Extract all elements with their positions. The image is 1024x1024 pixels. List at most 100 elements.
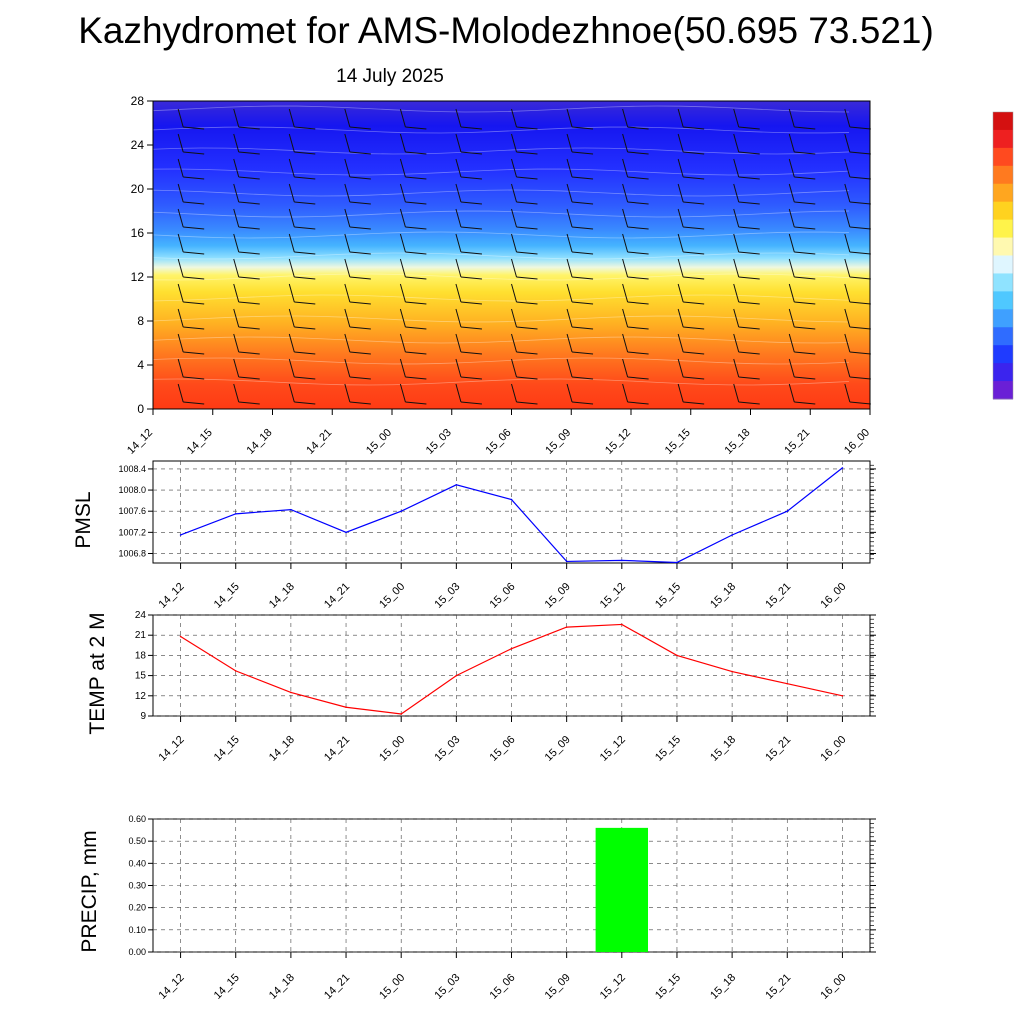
wind-barb xyxy=(405,301,427,305)
wind-barb xyxy=(405,251,427,255)
contour-line xyxy=(152,357,850,365)
x-tick-label: 15_09 xyxy=(543,734,573,764)
wind-barb xyxy=(566,233,573,253)
wind-barb xyxy=(233,283,240,303)
contour-line xyxy=(152,336,850,344)
wind-barb xyxy=(683,251,705,255)
wind-barb xyxy=(233,383,240,403)
x-tick-label: 15_03 xyxy=(432,581,462,611)
wind-barb xyxy=(399,333,406,353)
y-tick-label: 4 xyxy=(137,358,144,372)
wind-barb xyxy=(627,326,649,330)
wind-barb xyxy=(572,176,594,180)
wind-barb xyxy=(399,133,406,153)
wind-barb xyxy=(516,401,538,405)
colorbar-swatch xyxy=(993,112,1013,131)
wind-barb xyxy=(844,333,851,353)
wind-barb xyxy=(844,258,851,278)
wind-barb xyxy=(344,158,351,178)
colorbar-swatch xyxy=(993,165,1013,185)
wind-barb xyxy=(572,376,594,380)
y-tick-label: 16 xyxy=(131,226,145,240)
x-tick-label: 15_03 xyxy=(432,734,462,764)
wind-barb xyxy=(738,401,760,405)
y-tick-label: 20 xyxy=(131,182,145,196)
wind-barb xyxy=(677,383,684,403)
data-point xyxy=(786,682,789,685)
wind-barb xyxy=(399,258,406,278)
x-tick-label: 16_00 xyxy=(818,972,848,1002)
wind-barb xyxy=(849,251,871,255)
wind-barb xyxy=(288,108,295,128)
wind-barb xyxy=(177,108,184,128)
wind-barb xyxy=(788,308,795,328)
wind-barb xyxy=(738,376,760,380)
wind-barb xyxy=(516,351,538,355)
wind-barb xyxy=(733,358,740,378)
contour-line xyxy=(152,189,850,197)
wind-barb xyxy=(177,133,184,153)
wind-barb xyxy=(683,126,705,130)
wind-barb xyxy=(794,151,816,155)
wind-barb xyxy=(349,201,371,205)
x-tick-label: 15_15 xyxy=(653,581,683,611)
wind-barb xyxy=(677,158,684,178)
wind-barb xyxy=(288,383,295,403)
wind-barb xyxy=(344,383,351,403)
wind-barb xyxy=(183,376,205,380)
wind-barb xyxy=(788,208,795,228)
wind-barb xyxy=(572,151,594,155)
x-tick-label: 14_18 xyxy=(267,972,297,1002)
wind-barb xyxy=(572,251,594,255)
wind-barb xyxy=(849,301,871,305)
wind-barb xyxy=(233,183,240,203)
wind-barb xyxy=(344,308,351,328)
wind-barb xyxy=(622,108,629,128)
wind-barb xyxy=(455,183,462,203)
x-tick-label: 15_18 xyxy=(708,972,738,1002)
wind-barb xyxy=(511,333,517,353)
colorbar-swatch xyxy=(993,237,1013,256)
contour-line xyxy=(152,252,850,260)
wind-barb xyxy=(794,401,816,405)
wind-barb xyxy=(738,301,760,305)
wind-barb xyxy=(238,301,260,305)
y-axis-label: PMSL xyxy=(72,491,95,548)
data-point xyxy=(400,510,402,513)
wind-barb xyxy=(399,358,406,378)
x-tick-label: 14_18 xyxy=(245,427,275,457)
wind-barb xyxy=(572,326,594,330)
wind-barb xyxy=(177,233,184,253)
y-tick-label: 12 xyxy=(135,691,147,702)
x-tick-label: 15_00 xyxy=(377,734,407,764)
wind-barb xyxy=(566,208,573,228)
wind-barb xyxy=(622,258,629,278)
colorbar-swatch xyxy=(993,363,1013,382)
wind-barb xyxy=(627,301,649,305)
colorbar-swatch xyxy=(993,255,1013,274)
x-tick-label: 15_09 xyxy=(543,972,573,1002)
wind-barb xyxy=(349,151,371,155)
wind-barb xyxy=(849,401,871,405)
wind-barb xyxy=(622,233,629,253)
x-tick-label: 14_15 xyxy=(185,427,215,457)
wind-barb xyxy=(349,301,371,305)
x-tick-label: 14_12 xyxy=(125,427,155,457)
wind-barb xyxy=(460,226,482,230)
wind-barb xyxy=(627,251,649,255)
wind-barb xyxy=(238,276,260,280)
wind-barb xyxy=(516,276,538,280)
wind-barb xyxy=(344,358,351,378)
x-tick-label: 15_03 xyxy=(424,427,454,457)
wind-barb xyxy=(177,283,184,303)
wind-barb xyxy=(405,326,427,330)
x-tick-label: 15_00 xyxy=(377,972,407,1002)
wind-barb xyxy=(177,333,184,353)
x-tick-label: 15_12 xyxy=(598,972,628,1002)
contour-line xyxy=(152,210,850,218)
contour-line xyxy=(152,147,850,155)
wind-barb xyxy=(566,158,573,178)
y-tick-label: 1007.6 xyxy=(118,506,146,516)
wind-barb xyxy=(794,276,816,280)
wind-barb xyxy=(511,233,517,253)
